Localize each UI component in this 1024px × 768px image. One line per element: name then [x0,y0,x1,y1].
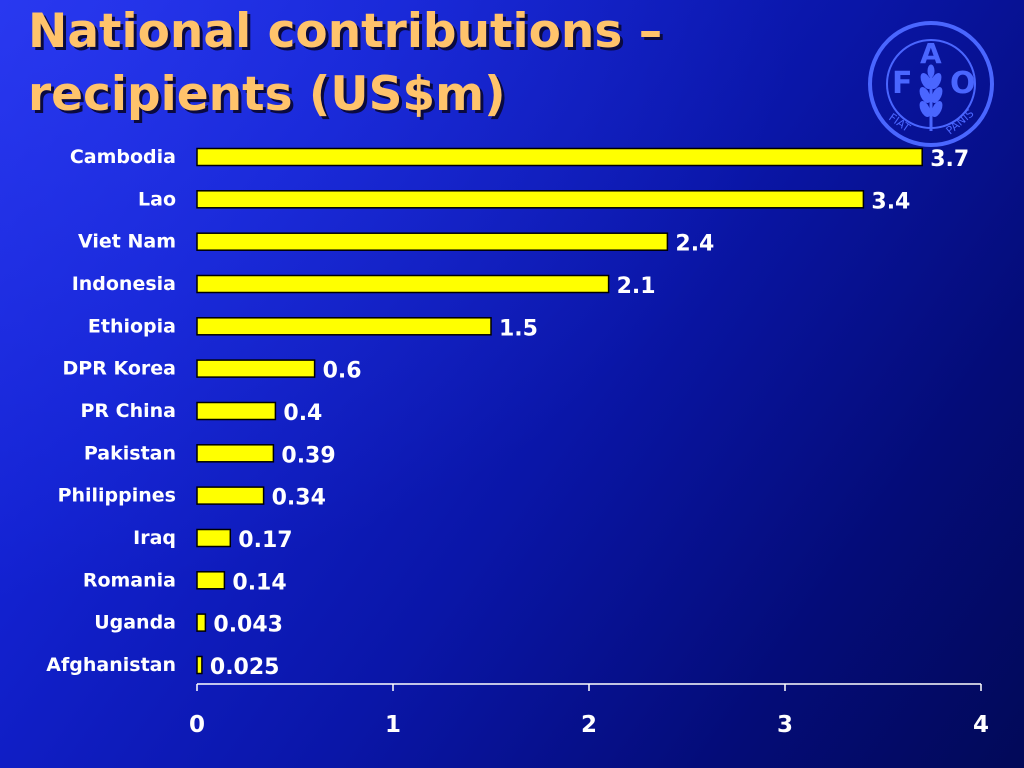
data-label: 3.4 [871,189,910,214]
category-label: Cambodia [70,146,176,168]
bar [196,401,277,421]
category-label: Uganda [94,612,176,634]
logo-letter-f: F [892,66,913,101]
data-label: 0.34 [272,486,326,511]
data-label: 3.7 [930,147,969,172]
data-label: 0.6 [323,359,362,384]
category-label: Afghanistan [46,654,176,676]
category-label: Romania [83,569,176,591]
data-label: 0.043 [213,613,283,638]
bar [196,655,203,675]
bar [196,359,316,378]
x-tick-label: 1 [385,712,401,738]
category-label: Pakistan [84,442,176,464]
bar [196,232,669,251]
x-tick-label: 3 [777,712,793,738]
title-line-1: National contributions – [28,4,663,59]
bar [196,274,610,294]
data-label: 2.1 [617,274,656,299]
data-label: 0.17 [238,528,292,553]
category-label: PR China [80,400,176,422]
bar [196,147,923,167]
bar [196,317,492,336]
category-label: DPR Korea [63,358,176,380]
category-label: Iraq [133,527,176,549]
bar [196,613,207,632]
bar [196,444,275,463]
data-label: 0.025 [210,655,280,680]
fao-logo: F A O FIAT PANIS [868,21,994,147]
bar [196,190,865,209]
category-label: Ethiopia [88,315,176,337]
bar [196,528,232,548]
category-label: Lao [138,188,176,210]
bar [196,571,226,590]
title-line-2: recipients (US$m) [28,67,506,122]
logo-outer-ring [868,21,994,147]
data-label: 0.4 [283,401,322,426]
category-label: Viet Nam [78,231,176,253]
x-tick-label: 2 [581,712,597,738]
category-label: Philippines [58,485,176,507]
x-tick-label: 4 [973,712,989,738]
data-label: 0.39 [281,443,335,468]
logo-letter-o: O [950,66,976,101]
category-label: Indonesia [72,273,176,295]
wheat-icon [919,64,943,131]
page-title: National contributions – recipients (US$… [28,0,662,126]
logo-letter-a: A [920,37,942,70]
bar [196,486,265,505]
data-label: 1.5 [499,316,538,341]
data-label: 0.14 [232,570,286,595]
data-label: 2.4 [675,232,714,257]
x-tick-label: 0 [189,712,205,738]
